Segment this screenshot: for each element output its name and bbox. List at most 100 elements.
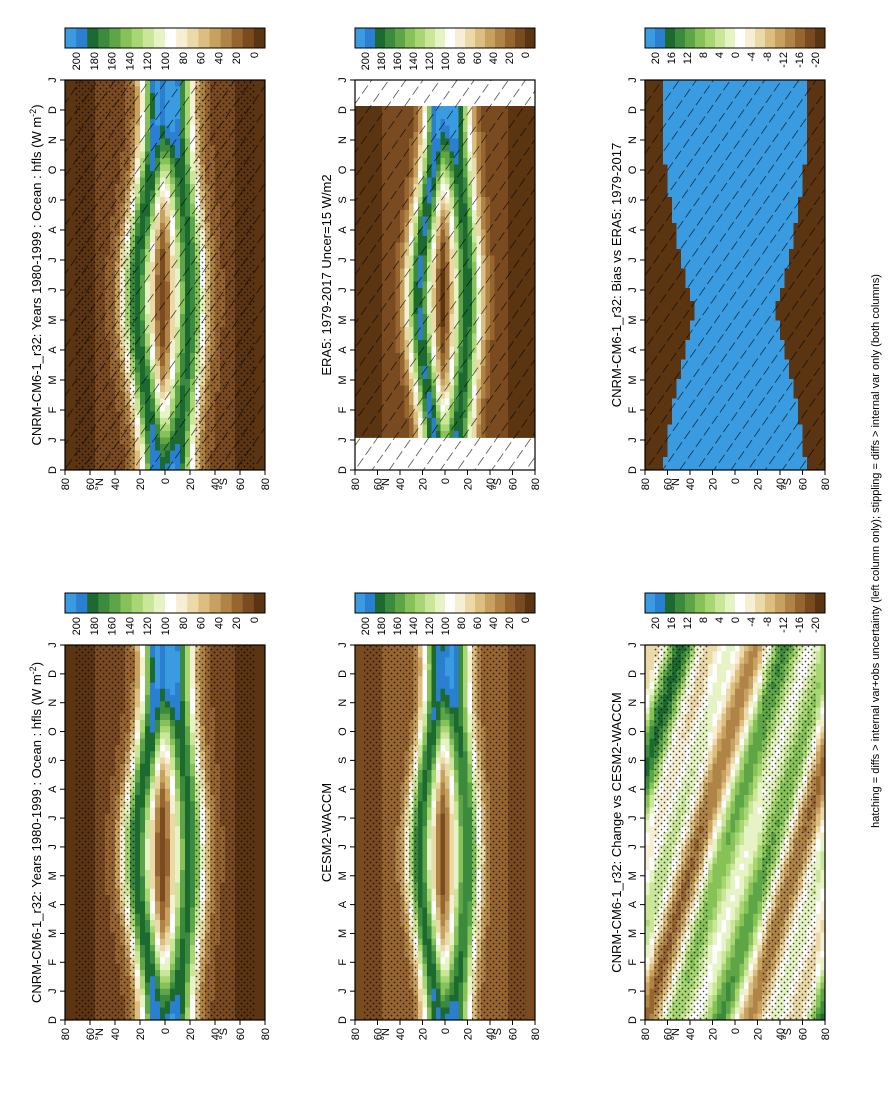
colorbar-swatch [132,28,143,48]
month-tick-label: D [47,466,59,474]
colorbar-swatch [254,28,265,48]
colorbar-swatch [385,28,395,48]
colorbar-tick-label: 20 [231,52,243,64]
month-tick-label: J [47,287,59,293]
lat-unit-south: °S [492,478,504,490]
lat-tick-label: 80 [260,478,272,490]
hatching-overlay [355,80,535,470]
colorbar-swatch [465,28,475,48]
month-tick-label: F [47,406,59,413]
colorbar-swatch [232,28,243,48]
month-tick-label: M [47,315,59,324]
colorbar-tick-label: 180 [89,52,101,70]
lat-tick-label: 40 [110,478,122,490]
month-tick-label: D [337,106,349,114]
month-tick-label: J [337,287,349,293]
month-tick-label: A [337,226,349,234]
colorbar-swatch [87,28,98,48]
colorbar-tick-label: 40 [488,52,500,64]
lat-tick-label: 60 [235,478,247,490]
colorbar-swatch [445,28,455,48]
month-tick-label: M [337,315,349,324]
lat-tick-label: 80 [350,478,362,490]
colorbar-tick-label: 120 [142,52,154,70]
lat-tick-label: 40 [395,478,407,490]
panel-title: CNRM-CM6-1_r32: Years 1980-1999 : Ocean … [28,104,44,445]
month-tick-label: D [47,106,59,114]
lat-unit-north: °N [380,478,392,490]
colorbar-swatch [375,28,385,48]
month-tick-label: A [337,346,349,354]
colorbar-tick-label: 80 [178,52,190,64]
colorbar-swatch [395,28,405,48]
colorbar-swatch [475,28,485,48]
colorbar-swatch [109,28,120,48]
colorbar-swatch [121,28,132,48]
month-tick-label: F [337,406,349,413]
lat-tick-label: 80 [530,478,542,490]
lat-tick-label: 20 [463,478,475,490]
stippling-overlay [195,80,255,470]
colorbar-swatch [405,28,415,48]
colorbar-swatch [143,28,154,48]
month-tick-label: J [47,77,59,83]
colorbar-tick-label: 140 [408,52,420,70]
colorbar-tick-label: 200 [360,52,372,70]
panel-title: ERA5: 1979-2017 Uncer=15 W/m2 [319,174,334,375]
lat-tick-label: 0 [440,478,452,484]
lat-tick-label: 60 [508,478,520,490]
month-tick-label: N [337,136,349,144]
month-tick-label: A [47,346,59,354]
colorbar-tick-label: 180 [376,52,388,70]
colorbar-swatch [154,28,165,48]
month-tick-label: J [47,437,59,443]
colorbar-swatch [243,28,254,48]
colorbar-swatch [65,28,76,48]
colorbar-tick-label: 200 [71,52,83,70]
colorbar-swatch [76,28,87,48]
colorbar-tick-label: 60 [196,52,208,64]
month-tick-label: J [337,437,349,443]
colorbar-swatch [187,28,198,48]
lat-unit-north: °N [94,478,106,490]
lat-tick-label: 20 [418,478,430,490]
colorbar-tick-label: 80 [456,52,468,64]
month-tick-label: O [47,165,59,174]
colorbar-tick-label: 140 [124,52,136,70]
colorbar-swatch [455,28,465,48]
colorbar-swatch [415,28,425,48]
colorbar-swatch [365,28,375,48]
colorbar-tick-label: 0 [520,52,532,58]
colorbar-tick-label: 120 [424,52,436,70]
colorbar-tick-label: 100 [160,52,172,70]
colorbar-swatch [505,28,515,48]
month-tick-label: N [47,136,59,144]
month-tick-label: S [47,196,59,203]
month-tick-label: M [47,375,59,384]
colorbar-tick-label: 160 [392,52,404,70]
lat-tick-label: 80 [60,478,72,490]
colorbar-tick-label: 160 [107,52,119,70]
colorbar-swatch [165,28,176,48]
colorbar-swatch [525,28,535,48]
colorbar-swatch [176,28,187,48]
month-tick-label: J [337,77,349,83]
lat-tick-label: 20 [185,478,197,490]
colorbar-tick-label: 0 [249,52,261,58]
colorbar-swatch [209,28,220,48]
lat-unit-south: °S [218,478,230,490]
colorbar-swatch [198,28,209,48]
colorbar-swatch [425,28,435,48]
panel-title-sup: -2 [28,109,38,117]
colorbar-tick-label: 100 [440,52,452,70]
panel-title-end: ) [29,104,44,108]
colorbar-swatch [98,28,109,48]
lat-tick-label: 0 [160,478,172,484]
colorbar-swatch [355,28,365,48]
